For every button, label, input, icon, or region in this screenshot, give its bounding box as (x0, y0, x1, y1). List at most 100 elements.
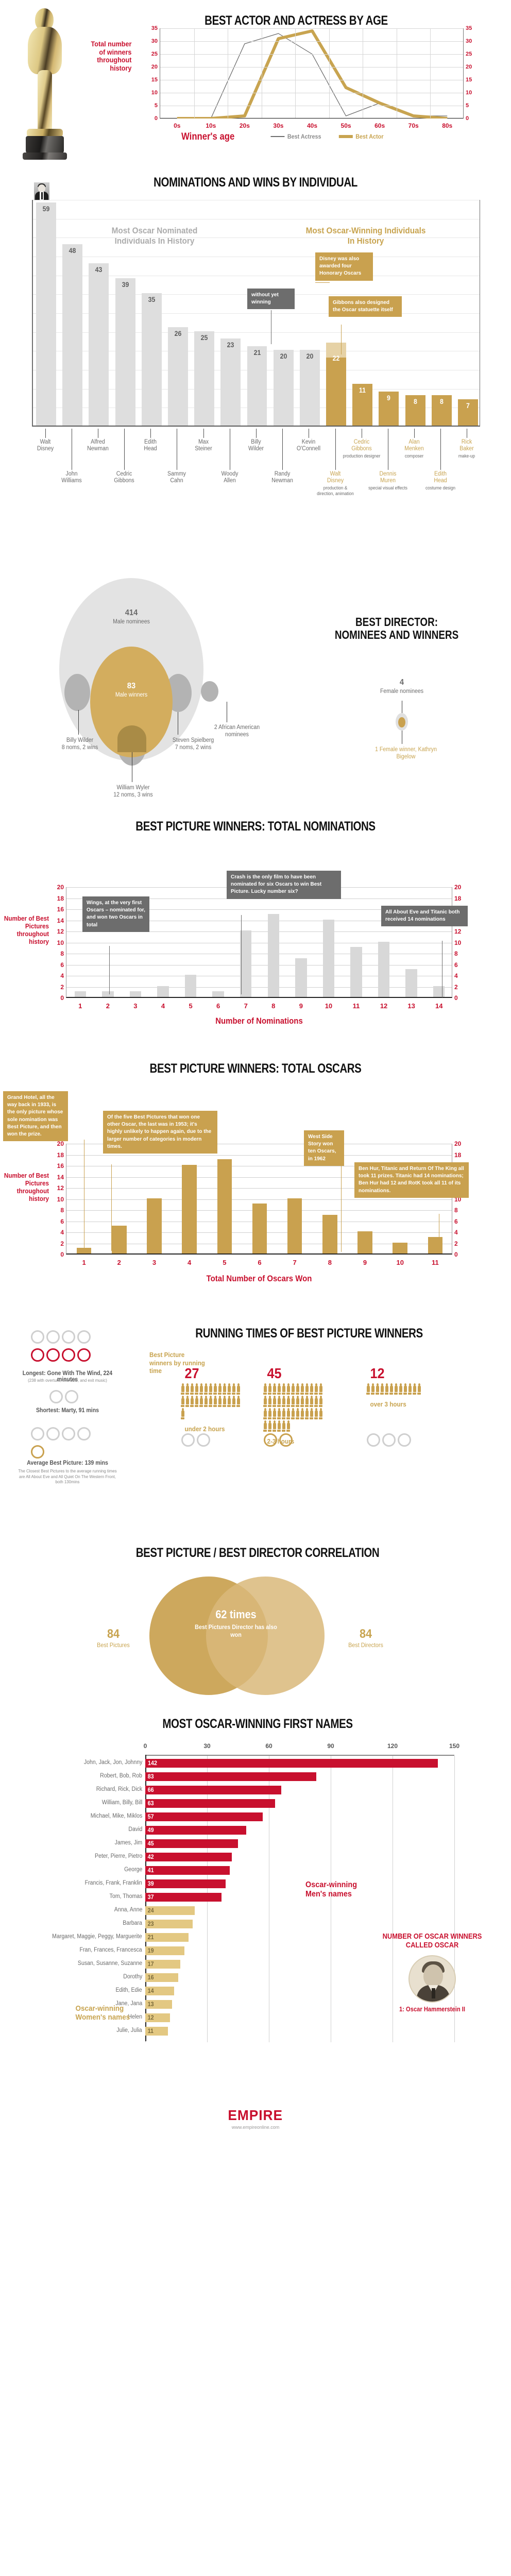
name-row-bar (145, 1826, 246, 1835)
name-row-value: 39 (147, 1880, 154, 1887)
name-row-label: Michael, Mike, Miklos (90, 1813, 142, 1819)
x-axis-tick: 9 (363, 1259, 367, 1266)
name-label-billy-wilder: Billy Wilder (248, 439, 264, 452)
y-axis-tick: 30 (151, 38, 158, 44)
x-axis-tick: 20s (239, 122, 250, 129)
oscar-statuette-icon (286, 1396, 290, 1407)
bucket-2-3-hours: 45 2-3 hours (263, 1365, 350, 1445)
mens-names-legend: Oscar-winning Men's names (301, 1880, 384, 1900)
bar-dennis-muren: 9 (379, 392, 399, 426)
name-label-walt-disney: Walt Disney production & direction, animat… (316, 471, 354, 496)
name-row-value: 66 (147, 1786, 154, 1793)
bar-alan-menken: 8 (405, 395, 425, 426)
average-sublabel: The Closest Best Pictures to the average… (18, 1468, 117, 1485)
bar-billy-wilder: 21 (247, 346, 267, 426)
director-title-line1: BEST DIRECTOR: (355, 615, 438, 629)
gridline (160, 28, 463, 29)
name-row: Robert, Bob, Rob 83 (100, 1772, 454, 1781)
x-axis-tick: 50s (340, 122, 351, 129)
name-row-bar (145, 1799, 275, 1808)
oscar-hammerstein-box: NUMBER OF OSCAR WINNERS CALLED OSCAR 1: … (368, 1932, 497, 2013)
header-most-nominated: Most Oscar Nominated Individuals In Hist… (111, 226, 198, 246)
bar-value: 20 (306, 352, 314, 361)
oscar-statuette-icon (223, 1396, 226, 1407)
y-axis-tick: 12 (57, 1184, 64, 1192)
x-axis-tick: 5 (189, 1002, 193, 1010)
statuette-grid (263, 1383, 323, 1432)
y-axis-tick: 8 (454, 1207, 458, 1214)
name-tick (124, 429, 125, 470)
gridline (295, 28, 296, 118)
film-reel-icon (279, 1433, 293, 1447)
gridline (160, 54, 463, 55)
oscar-statuette-icon (223, 1383, 226, 1395)
name-row: Barbara 23 (123, 1920, 454, 1928)
y-axis-tick: 25 (151, 51, 158, 57)
gridline (194, 28, 195, 118)
oscar-statuette-icon (213, 1383, 217, 1395)
oscar-statuette-icon (268, 1420, 271, 1432)
oscar-statuette-icon (296, 1408, 299, 1419)
y-axis-tick: 16 (57, 1162, 64, 1170)
oscar-statuette-icon (319, 1383, 322, 1395)
bar-5 (217, 1159, 232, 1253)
name-row-label: Margaret, Maggie, Peggy, Marguerite (52, 1934, 142, 1940)
name-row: Richard, Rick, Dick 66 (96, 1786, 454, 1794)
x-axis-tick: 2 (117, 1259, 121, 1266)
age-chart-title: BEST ACTOR AND ACTRESS BY AGE (205, 13, 388, 28)
y-axis-tick: 20 (454, 884, 462, 891)
y-axis-tick: 12 (454, 928, 462, 935)
film-reel-icon (367, 1433, 380, 1447)
oscar-statuette-icon (366, 1383, 370, 1395)
y-axis-tick: 18 (57, 1151, 64, 1159)
bar-fill (379, 392, 399, 426)
oscar-statuette-icon (417, 1383, 421, 1395)
bar-fill (194, 331, 215, 426)
name-label-john-williams: John Williams (61, 471, 82, 484)
oscar-statuette-icon (209, 1383, 212, 1395)
bar-7 (287, 1198, 302, 1253)
name-label-sammy-cahn: Sammy Cahn (167, 471, 186, 484)
bar-4 (182, 1165, 197, 1253)
shortest-label: Shortest: Marty, 91 mins (36, 1408, 99, 1414)
bar-2 (102, 991, 114, 997)
callout-all-about-eve: All About Eve and Titanic both received … (381, 906, 468, 927)
name-row-label: Julie, Julia (116, 2027, 142, 2033)
oscar-statuette-icon (209, 1396, 212, 1407)
name-row-label: John, Jack, Jon, Johnny (83, 1759, 142, 1766)
wilder-name: Billy Wilder (66, 737, 94, 743)
film-reel-icon (77, 1330, 91, 1344)
bar-value: 21 (253, 348, 261, 357)
x-axis-tick: 10 (325, 1002, 333, 1010)
gridline (160, 41, 463, 42)
shortest-rings-group (48, 1389, 79, 1407)
female-nominees-value: 4 (399, 678, 404, 687)
oscar-statuette-icon (204, 1396, 208, 1407)
bar-value: 11 (359, 386, 366, 395)
name-row: Helen 12 (128, 2013, 454, 2022)
section-nominations-and-wins: NOMINATIONS AND WINS BY INDIVIDUAL Most … (0, 170, 511, 546)
y-axis-tick: 18 (454, 1151, 462, 1159)
male-winners-value: 83 (127, 682, 136, 690)
bar-kevin-o-connell: 20 (299, 350, 320, 426)
bp-nominations-title: BEST PICTURE WINNERS: TOTAL NOMINATIONS (135, 819, 376, 834)
name-row-bar (145, 2027, 168, 2036)
bp-oscars-plot: 0022446688101012121414161618182020123456… (57, 1140, 462, 1266)
name-row-label: Helen (128, 2014, 142, 2020)
oscar-statuette-icon (389, 1383, 393, 1395)
bucket-reels (263, 1432, 294, 1450)
gridline (66, 909, 452, 910)
y-axis-tick: 6 (60, 1217, 64, 1225)
bar-9 (295, 958, 307, 997)
bar-fill (36, 202, 57, 426)
name-row-value: 45 (147, 1840, 154, 1847)
bucket-label: under 2 hours (184, 1425, 225, 1433)
name-row-value: 24 (147, 1907, 154, 1914)
x-axis-tick: 2 (106, 1002, 110, 1010)
x-axis-tick: 3 (133, 1002, 138, 1010)
oscar-statuette-icon (286, 1383, 290, 1395)
wyler-name: William Wyler (116, 785, 150, 791)
name-row-bar (145, 1920, 193, 1928)
oscar-statuette-icon (296, 1383, 299, 1395)
y-axis-tick: 2 (454, 1240, 458, 1247)
